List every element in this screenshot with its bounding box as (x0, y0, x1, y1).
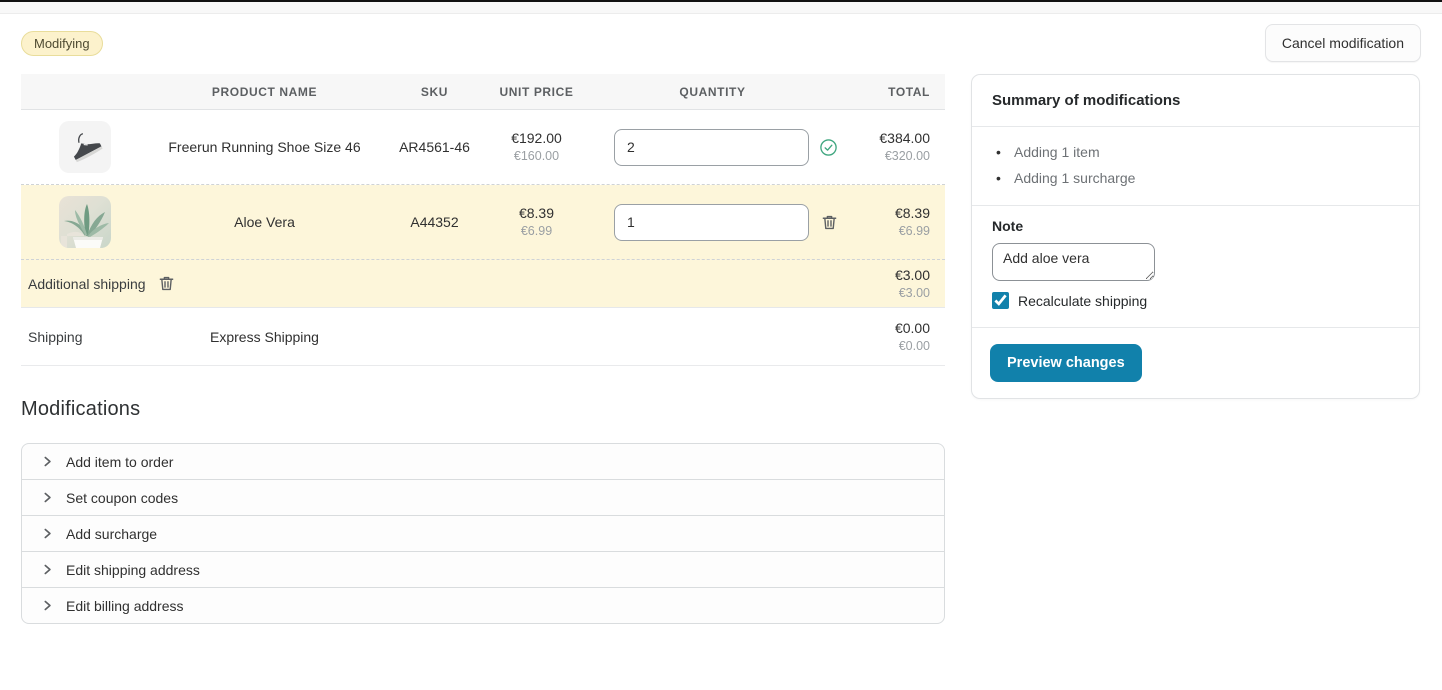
header-unit-price: UNIT PRICE (499, 84, 574, 99)
preview-changes-button[interactable]: Preview changes (990, 344, 1142, 382)
surcharge-total: €3.00 (894, 266, 930, 283)
accordion-set-coupon-codes[interactable]: Set coupon codes (21, 479, 945, 516)
product-sku: AR4561-46 (399, 139, 470, 155)
product-image-cell (21, 121, 148, 173)
shipping-total-secondary: €0.00 (898, 338, 930, 353)
shipping-label: Shipping (28, 328, 83, 345)
order-items-section: PRODUCT NAME SKU UNIT PRICE QUANTITY TOT… (21, 74, 945, 624)
summary-item: Adding 1 item (996, 139, 1399, 165)
unit-price: €8.39 (518, 205, 555, 222)
note-label: Note (992, 218, 1024, 234)
chevron-right-icon (44, 492, 51, 503)
total-cell: €0.00 €0.00 (840, 319, 945, 355)
page-header: Modifying Cancel modification (21, 22, 1421, 64)
surcharge-label-cell: Additional shipping (21, 273, 381, 294)
modifications-accordion: Add item to order Set coupon codes Add s… (21, 443, 945, 624)
table-row-aloe-vera: Aloe Vera A44352 €8.39 €6.99 (21, 185, 945, 260)
table-row-shipping: Shipping Express Shipping €0.00 €0.00 (21, 308, 945, 366)
accordion-label: Add surcharge (66, 525, 158, 542)
unit-price-cell: €8.39 €6.99 (488, 204, 585, 240)
note-textarea[interactable]: Add aloe vera (992, 243, 1155, 281)
top-strip (0, 2, 1442, 14)
cancel-modification-button[interactable]: Cancel modification (1264, 24, 1421, 62)
table-row-shoe: Freerun Running Shoe Size 46 AR4561-46 €… (21, 110, 945, 185)
accordion-add-item-to-order[interactable]: Add item to order (21, 443, 945, 480)
total-price-secondary: €320.00 (884, 149, 930, 163)
total-price: €8.39 (894, 205, 930, 222)
summary-card: Summary of modifications Adding 1 item A… (971, 74, 1420, 399)
product-name: Freerun Running Shoe Size 46 (168, 139, 361, 155)
recalculate-shipping-row: Recalculate shipping (992, 292, 1399, 309)
recalculate-shipping-label: Recalculate shipping (1018, 292, 1148, 309)
remove-item-trash-icon[interactable] (819, 212, 840, 233)
remove-surcharge-trash-icon[interactable] (156, 273, 177, 294)
accordion-label: Add item to order (66, 453, 174, 470)
accordion-edit-shipping-address[interactable]: Edit shipping address (21, 551, 945, 588)
product-name: Aloe Vera (234, 214, 295, 230)
quantity-input[interactable] (614, 203, 809, 241)
table-header-row: PRODUCT NAME SKU UNIT PRICE QUANTITY TOT… (21, 74, 945, 110)
summary-list: Adding 1 item Adding 1 surcharge (972, 127, 1419, 206)
total-price: €384.00 (879, 130, 930, 147)
unit-price-secondary: €160.00 (513, 149, 560, 163)
accordion-label: Edit shipping address (66, 561, 200, 578)
header-sku: SKU (420, 84, 449, 99)
check-circle-icon (819, 138, 838, 157)
summary-item: Adding 1 surcharge (996, 165, 1399, 191)
summary-footer: Preview changes (972, 328, 1419, 398)
header-total: TOTAL (888, 84, 930, 99)
shipping-total: €0.00 (894, 319, 930, 336)
quantity-cell (585, 203, 840, 241)
unit-price-secondary: €6.99 (520, 224, 553, 238)
product-image-cell (21, 196, 148, 248)
total-price-secondary: €6.99 (898, 224, 930, 238)
chevron-right-icon (44, 600, 51, 611)
table-row-additional-shipping: Additional shipping €3.00 €3.00 (21, 260, 945, 308)
order-items-table: PRODUCT NAME SKU UNIT PRICE QUANTITY TOT… (21, 74, 945, 366)
order-modification-page: Modifying Cancel modification PRODUCT NA… (0, 14, 1442, 624)
aloe-vera-image (58, 196, 111, 248)
product-sku: A44352 (410, 214, 459, 230)
accordion-label: Edit billing address (66, 597, 184, 614)
running-shoe-image (58, 121, 111, 173)
chevron-right-icon (44, 456, 51, 467)
header-quantity: QUANTITY (679, 84, 746, 99)
total-cell: €384.00 €320.00 (840, 129, 945, 165)
surcharge-label: Additional shipping (28, 275, 146, 292)
chevron-right-icon (44, 564, 51, 575)
header-product-name: PRODUCT NAME (211, 84, 318, 99)
accordion-edit-billing-address[interactable]: Edit billing address (21, 587, 945, 624)
quantity-cell (585, 128, 840, 166)
window-top-edge (0, 0, 1442, 2)
quantity-input[interactable] (614, 128, 809, 166)
status-badge: Modifying (21, 30, 103, 56)
summary-title: Summary of modifications (972, 75, 1419, 127)
recalculate-shipping-checkbox[interactable] (992, 292, 1009, 309)
total-cell: €3.00 €3.00 (840, 266, 945, 302)
shipping-method: Express Shipping (210, 328, 319, 345)
sneaker-icon (73, 133, 103, 163)
aloe-plant-icon (60, 204, 109, 248)
accordion-label: Set coupon codes (66, 489, 179, 506)
unit-price-cell: €192.00 €160.00 (488, 129, 585, 165)
total-cell: €8.39 €6.99 (840, 204, 945, 240)
chevron-right-icon (44, 528, 51, 539)
note-section: Note Add aloe vera Recalculate shipping (972, 206, 1419, 328)
accordion-add-surcharge[interactable]: Add surcharge (21, 515, 945, 552)
unit-price: €192.00 (511, 130, 562, 147)
surcharge-total-secondary: €3.00 (898, 285, 930, 300)
modifications-title: Modifications (21, 398, 141, 420)
